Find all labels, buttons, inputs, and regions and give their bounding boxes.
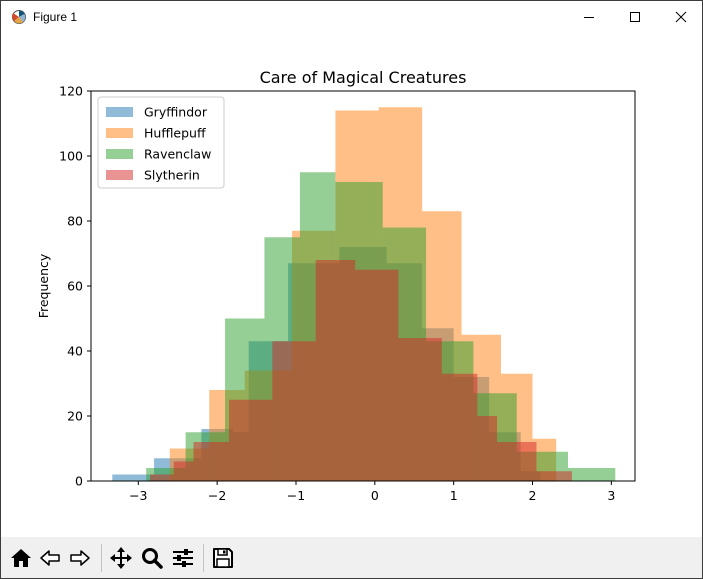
title-bar[interactable]: Figure 1 (1, 1, 702, 33)
legend-swatch (106, 170, 133, 180)
histogram-bar (315, 260, 356, 481)
x-tick-label: −1 (287, 488, 305, 503)
pan-button[interactable] (107, 544, 135, 572)
histogram-bar (150, 474, 174, 481)
save-button[interactable] (209, 544, 237, 572)
minimize-button[interactable] (566, 1, 612, 33)
configure-subplots-button[interactable] (169, 544, 197, 572)
legend-label: Gryffindor (144, 105, 208, 120)
matplotlib-figure-icon (12, 10, 26, 24)
histogram-bar (112, 474, 155, 481)
histogram-bar (441, 373, 478, 481)
series-slytherin (150, 260, 572, 481)
histogram-bars (112, 107, 616, 481)
histogram-bar (536, 471, 572, 481)
legend-label: Hufflepuff (144, 126, 206, 141)
back-arrow-icon (40, 550, 60, 566)
x-tick-label: 2 (529, 488, 537, 503)
legend-swatch (106, 128, 133, 138)
subplots-configure-icon (173, 549, 193, 567)
legend: Gryffindor Hufflepuff Ravenclaw Slytherin (97, 96, 225, 189)
histogram-bar (228, 399, 273, 481)
zoom-magnifier-icon (142, 548, 163, 569)
y-tick-label: 40 (67, 344, 83, 359)
histogram-bar (477, 416, 498, 481)
forward-button[interactable] (66, 544, 94, 572)
x-tick-label: 1 (450, 488, 458, 503)
y-tick-label: 0 (75, 474, 83, 489)
legend-label: Ravenclaw (144, 147, 211, 162)
figure-canvas[interactable]: −3 −2 −1 0 1 2 3 0 20 40 60 80 100 120 Care of Magica… (1, 33, 702, 537)
y-tick-label: 20 (67, 409, 83, 424)
maximize-icon (630, 12, 640, 22)
histogram-bar (272, 341, 316, 481)
legend-label: Slytherin (144, 168, 200, 183)
back-button[interactable] (36, 544, 64, 572)
home-icon (11, 549, 31, 567)
y-tick-label: 60 (67, 279, 83, 294)
forward-arrow-icon (70, 550, 90, 566)
legend-swatch (106, 149, 133, 159)
legend-box (97, 96, 225, 189)
save-floppy-icon (213, 548, 233, 568)
y-tick-label: 100 (59, 149, 83, 164)
y-axis-label: Frequency (36, 253, 51, 318)
histogram-bar (497, 442, 537, 481)
toolbar-separator (203, 544, 204, 572)
maximize-button[interactable] (612, 1, 658, 33)
pan-move-icon (110, 547, 132, 569)
home-button[interactable] (7, 544, 35, 572)
y-tick-label: 80 (67, 214, 83, 229)
legend-swatch (106, 107, 133, 117)
window-title: Figure 1 (33, 10, 78, 24)
histogram-bar (567, 468, 616, 481)
y-tick-label: 120 (59, 84, 83, 99)
x-tick-label: 3 (607, 488, 615, 503)
axis-ticks: −3 −2 −1 0 1 2 3 0 20 40 60 80 100 120 (59, 84, 615, 504)
x-tick-label: −2 (208, 488, 226, 503)
histogram-bar (173, 461, 194, 481)
close-button[interactable] (658, 1, 703, 33)
navigation-toolbar (1, 537, 702, 578)
histogram-bar (355, 269, 399, 481)
zoom-button[interactable] (138, 544, 166, 572)
minimize-icon (584, 17, 594, 18)
x-tick-label: −3 (129, 488, 147, 503)
x-tick-label: 0 (371, 488, 379, 503)
histogram-bar (398, 338, 442, 481)
chart-title: Care of Magical Creatures (260, 68, 467, 87)
histogram-bar (193, 442, 229, 481)
close-icon (675, 11, 687, 23)
toolbar-separator (101, 544, 102, 572)
